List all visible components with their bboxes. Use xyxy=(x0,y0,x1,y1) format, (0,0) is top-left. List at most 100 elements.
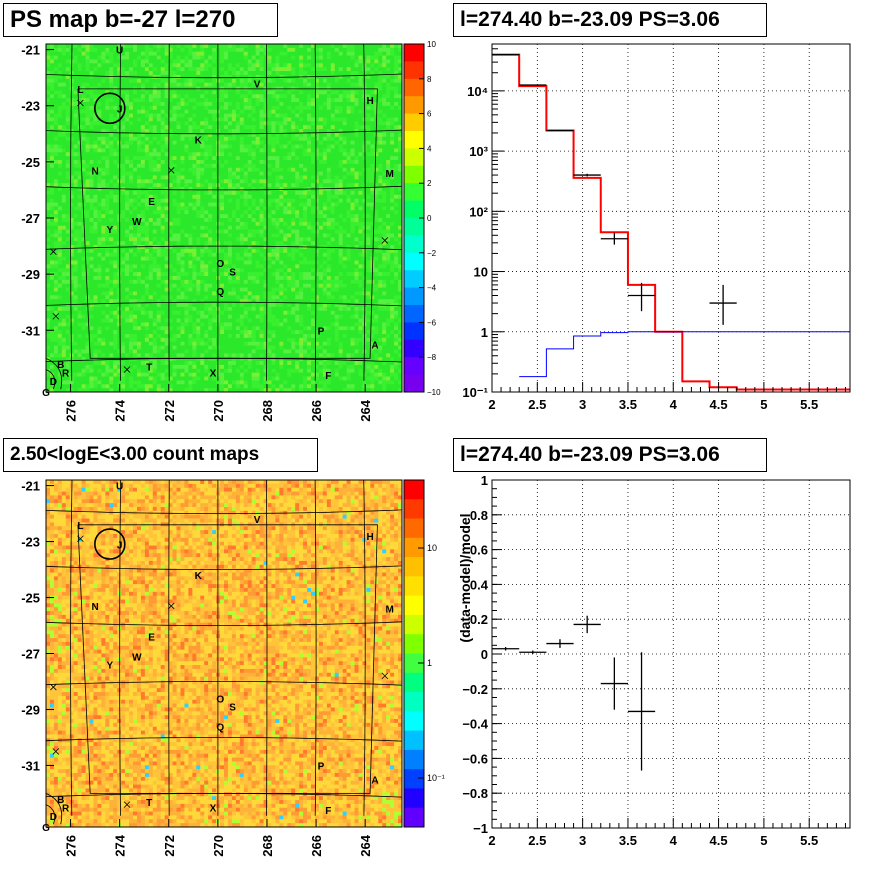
map-pixel xyxy=(49,388,55,393)
map-pixel xyxy=(85,388,90,393)
map-pixel xyxy=(231,353,237,358)
map-pixel xyxy=(89,98,94,103)
map-pixel xyxy=(121,51,126,56)
map-pixel xyxy=(263,55,268,60)
map-pixel xyxy=(105,237,110,242)
map-pixel xyxy=(93,268,98,273)
map-pixel xyxy=(65,136,71,142)
map-pixel xyxy=(105,276,110,281)
map-pixel xyxy=(97,105,102,111)
map-pixel xyxy=(184,268,189,273)
map-pixel xyxy=(224,113,229,118)
map-pixel xyxy=(156,357,162,362)
map-pixel xyxy=(65,183,71,188)
map-pixel xyxy=(220,330,225,335)
map-pixel xyxy=(129,303,134,308)
map-pixel xyxy=(73,245,79,250)
map-pixel xyxy=(85,376,90,381)
map-pixel xyxy=(121,218,126,223)
map-pixel xyxy=(208,361,213,366)
map-pixel xyxy=(235,67,241,72)
map-pixel xyxy=(113,98,118,103)
map-pixel xyxy=(224,194,229,200)
map-pixel xyxy=(133,314,138,319)
map-pixel xyxy=(164,102,170,107)
map-pixel xyxy=(57,210,63,215)
map-pixel xyxy=(243,264,249,269)
map-pixel xyxy=(196,206,201,211)
map-pixel xyxy=(109,74,114,80)
map-pixel xyxy=(109,287,114,292)
map-pixel xyxy=(247,322,253,327)
map-pixel xyxy=(105,318,110,323)
map-pixel xyxy=(204,74,209,80)
map-pixel xyxy=(89,314,94,319)
map-pixel xyxy=(93,388,98,393)
map-pixel xyxy=(164,109,170,114)
map-pixel xyxy=(148,163,154,169)
map-pixel xyxy=(69,276,75,281)
map-pixel xyxy=(129,175,134,180)
map-pixel xyxy=(184,341,189,346)
map-pixel xyxy=(255,44,260,49)
map-pixel xyxy=(109,388,114,393)
map-pixel xyxy=(156,287,162,292)
map-pixel xyxy=(65,144,71,149)
map-pixel xyxy=(101,256,106,261)
map-pixel xyxy=(109,144,114,149)
map-pixel xyxy=(152,376,158,381)
map-pixel xyxy=(208,291,213,296)
map-pixel xyxy=(192,388,197,393)
map-pixel xyxy=(160,326,166,331)
map-pixel xyxy=(69,156,75,161)
map-pixel xyxy=(136,330,142,335)
map-pixel xyxy=(227,140,233,145)
map-pixel xyxy=(81,67,86,72)
map-pixel xyxy=(172,98,177,103)
map-pixel xyxy=(152,241,158,246)
map-pixel xyxy=(117,156,122,161)
map-pixel xyxy=(49,276,55,281)
map-pixel xyxy=(144,380,150,385)
map-pixel xyxy=(69,206,75,211)
map-pixel xyxy=(81,334,86,339)
map-pixel xyxy=(53,121,59,126)
map-pixel xyxy=(46,90,51,95)
map-pixel xyxy=(239,322,245,327)
map-pixel xyxy=(255,90,260,95)
map-pixel xyxy=(65,295,71,300)
map-pixel xyxy=(101,376,106,381)
map-pixel xyxy=(164,287,170,292)
map-pixel xyxy=(168,152,173,157)
map-pixel xyxy=(192,144,197,149)
map-pixel xyxy=(73,364,79,370)
map-pixel xyxy=(144,345,150,350)
map-pixel xyxy=(239,129,245,134)
map-pixel xyxy=(46,190,51,196)
map-pixel xyxy=(81,167,86,172)
map-pixel xyxy=(136,256,142,261)
map-pixel xyxy=(247,368,253,374)
map-pixel xyxy=(77,252,82,258)
map-pixel xyxy=(144,94,150,99)
map-pixel xyxy=(113,175,118,180)
map-pixel xyxy=(243,218,249,223)
map-pixel xyxy=(156,322,162,327)
map-pixel xyxy=(152,237,158,242)
map-pixel xyxy=(168,183,173,188)
map-pixel xyxy=(148,237,154,242)
map-pixel xyxy=(156,364,162,370)
map-pixel xyxy=(121,71,126,76)
map-pixel xyxy=(156,279,162,285)
map-pixel xyxy=(113,384,118,389)
map-pixel xyxy=(247,376,253,381)
map-pixel xyxy=(204,388,209,393)
map-pixel xyxy=(77,47,82,53)
map-pixel xyxy=(97,44,102,49)
map-pixel xyxy=(109,337,114,343)
map-pixel xyxy=(224,303,229,308)
map-pixel xyxy=(53,82,59,87)
map-pixel xyxy=(192,245,197,250)
map-pixel xyxy=(81,59,86,64)
map-pixel xyxy=(164,299,170,304)
